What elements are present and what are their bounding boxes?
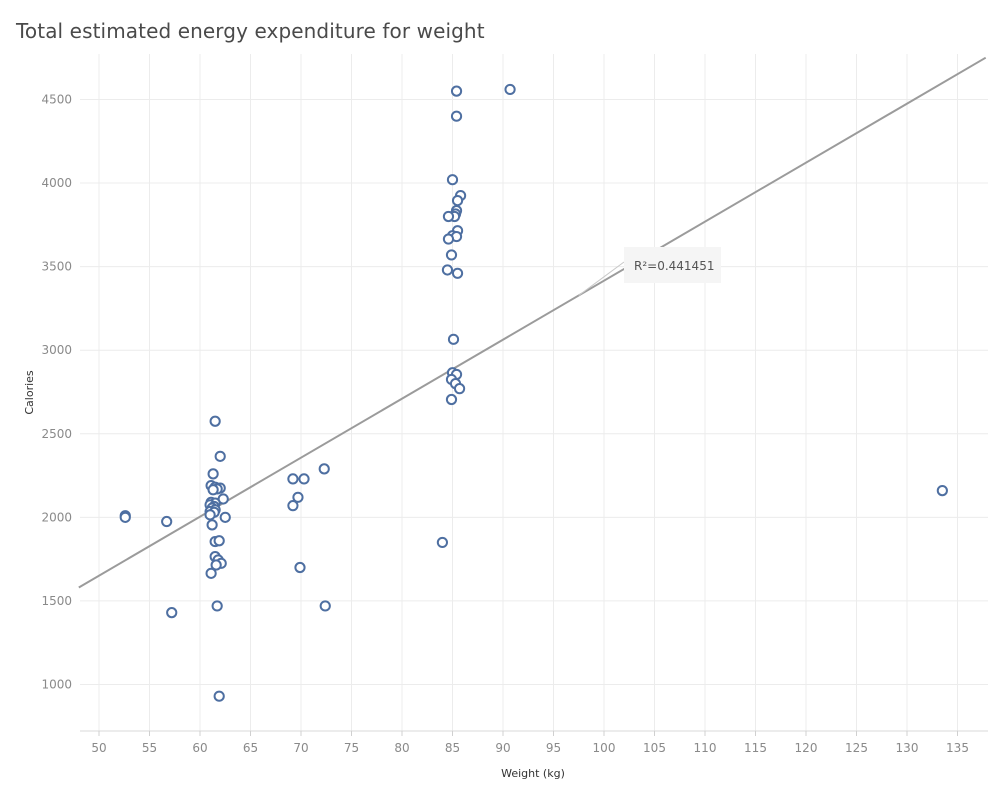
r-squared-label: R²=0.441451 xyxy=(634,259,714,273)
x-tick-label: 125 xyxy=(845,741,868,755)
x-tick-label: 110 xyxy=(694,741,717,755)
data-points xyxy=(119,83,948,702)
data-point[interactable] xyxy=(451,195,464,207)
annotation-leader-line xyxy=(578,261,625,296)
data-point[interactable] xyxy=(442,210,455,223)
data-point[interactable] xyxy=(445,393,458,406)
data-point[interactable] xyxy=(210,559,222,571)
annotation-box xyxy=(624,247,721,283)
y-axis-title: Calories xyxy=(23,370,36,415)
x-tick-label: 75 xyxy=(344,741,359,755)
data-point[interactable] xyxy=(204,509,216,521)
data-point[interactable] xyxy=(451,267,464,279)
data-point[interactable] xyxy=(213,690,225,702)
x-tick-label: 90 xyxy=(495,741,510,755)
data-point[interactable] xyxy=(161,515,173,528)
y-tick-label: 1500 xyxy=(41,594,72,608)
x-tick-label: 115 xyxy=(744,741,767,755)
data-point[interactable] xyxy=(445,249,458,261)
data-point[interactable] xyxy=(453,383,466,395)
data-point[interactable] xyxy=(287,500,299,512)
data-point[interactable] xyxy=(318,463,330,475)
y-tick-label: 4000 xyxy=(41,176,72,190)
data-point[interactable] xyxy=(446,174,459,186)
data-point[interactable] xyxy=(214,450,226,462)
r-squared-annotation: R²=0.441451 xyxy=(578,247,721,296)
x-tick-label: 95 xyxy=(546,741,561,755)
x-tick-label: 70 xyxy=(293,741,308,755)
data-point[interactable] xyxy=(298,473,310,485)
x-tick-label: 130 xyxy=(896,741,919,755)
data-point[interactable] xyxy=(436,536,448,549)
data-point[interactable] xyxy=(211,600,223,612)
gridlines xyxy=(80,54,988,731)
y-tick-label: 4500 xyxy=(41,92,72,106)
data-point[interactable] xyxy=(206,519,218,531)
data-point[interactable] xyxy=(450,85,463,97)
data-point[interactable] xyxy=(207,484,219,496)
x-tick-label: 55 xyxy=(142,741,157,755)
data-point[interactable] xyxy=(292,491,304,503)
y-tick-label: 3000 xyxy=(41,343,72,357)
y-tick-label: 2500 xyxy=(41,427,72,441)
trend-line[interactable] xyxy=(78,56,987,589)
x-tick-label: 50 xyxy=(91,741,106,755)
x-tick-label: 100 xyxy=(593,741,616,755)
data-point[interactable] xyxy=(447,333,460,345)
tick-labels: 50 55 60 65 70 75 80 85 90 95 100 105 110 115 120 125 13… xyxy=(41,92,969,755)
x-tick-label: 60 xyxy=(192,741,207,755)
x-tick-label: 120 xyxy=(795,741,818,755)
x-tick-label: 135 xyxy=(946,741,969,755)
data-point[interactable] xyxy=(213,535,225,547)
x-tick-label: 65 xyxy=(243,741,258,755)
chart-title: Total estimated energy expenditure for w… xyxy=(16,19,485,43)
x-axis-title: Weight (kg) xyxy=(501,767,565,780)
data-point[interactable] xyxy=(319,600,331,612)
y-tick-label: 2000 xyxy=(41,510,72,524)
data-point[interactable] xyxy=(209,415,221,427)
y-tick-label: 1000 xyxy=(41,678,72,692)
data-point[interactable] xyxy=(442,233,455,245)
x-tick-label: 85 xyxy=(445,741,460,755)
y-tick-label: 3500 xyxy=(41,260,72,274)
data-point[interactable] xyxy=(450,110,463,122)
data-point[interactable] xyxy=(936,485,948,497)
x-tick-label: 80 xyxy=(394,741,409,755)
data-point[interactable] xyxy=(119,511,131,523)
data-point[interactable] xyxy=(504,83,516,96)
data-point[interactable] xyxy=(205,567,217,579)
data-point[interactable] xyxy=(287,473,299,485)
data-point[interactable] xyxy=(166,607,178,619)
data-point[interactable] xyxy=(441,264,454,276)
data-point[interactable] xyxy=(219,511,231,523)
data-point[interactable] xyxy=(207,468,219,480)
data-point[interactable] xyxy=(294,561,306,574)
x-tick-label: 105 xyxy=(643,741,666,755)
